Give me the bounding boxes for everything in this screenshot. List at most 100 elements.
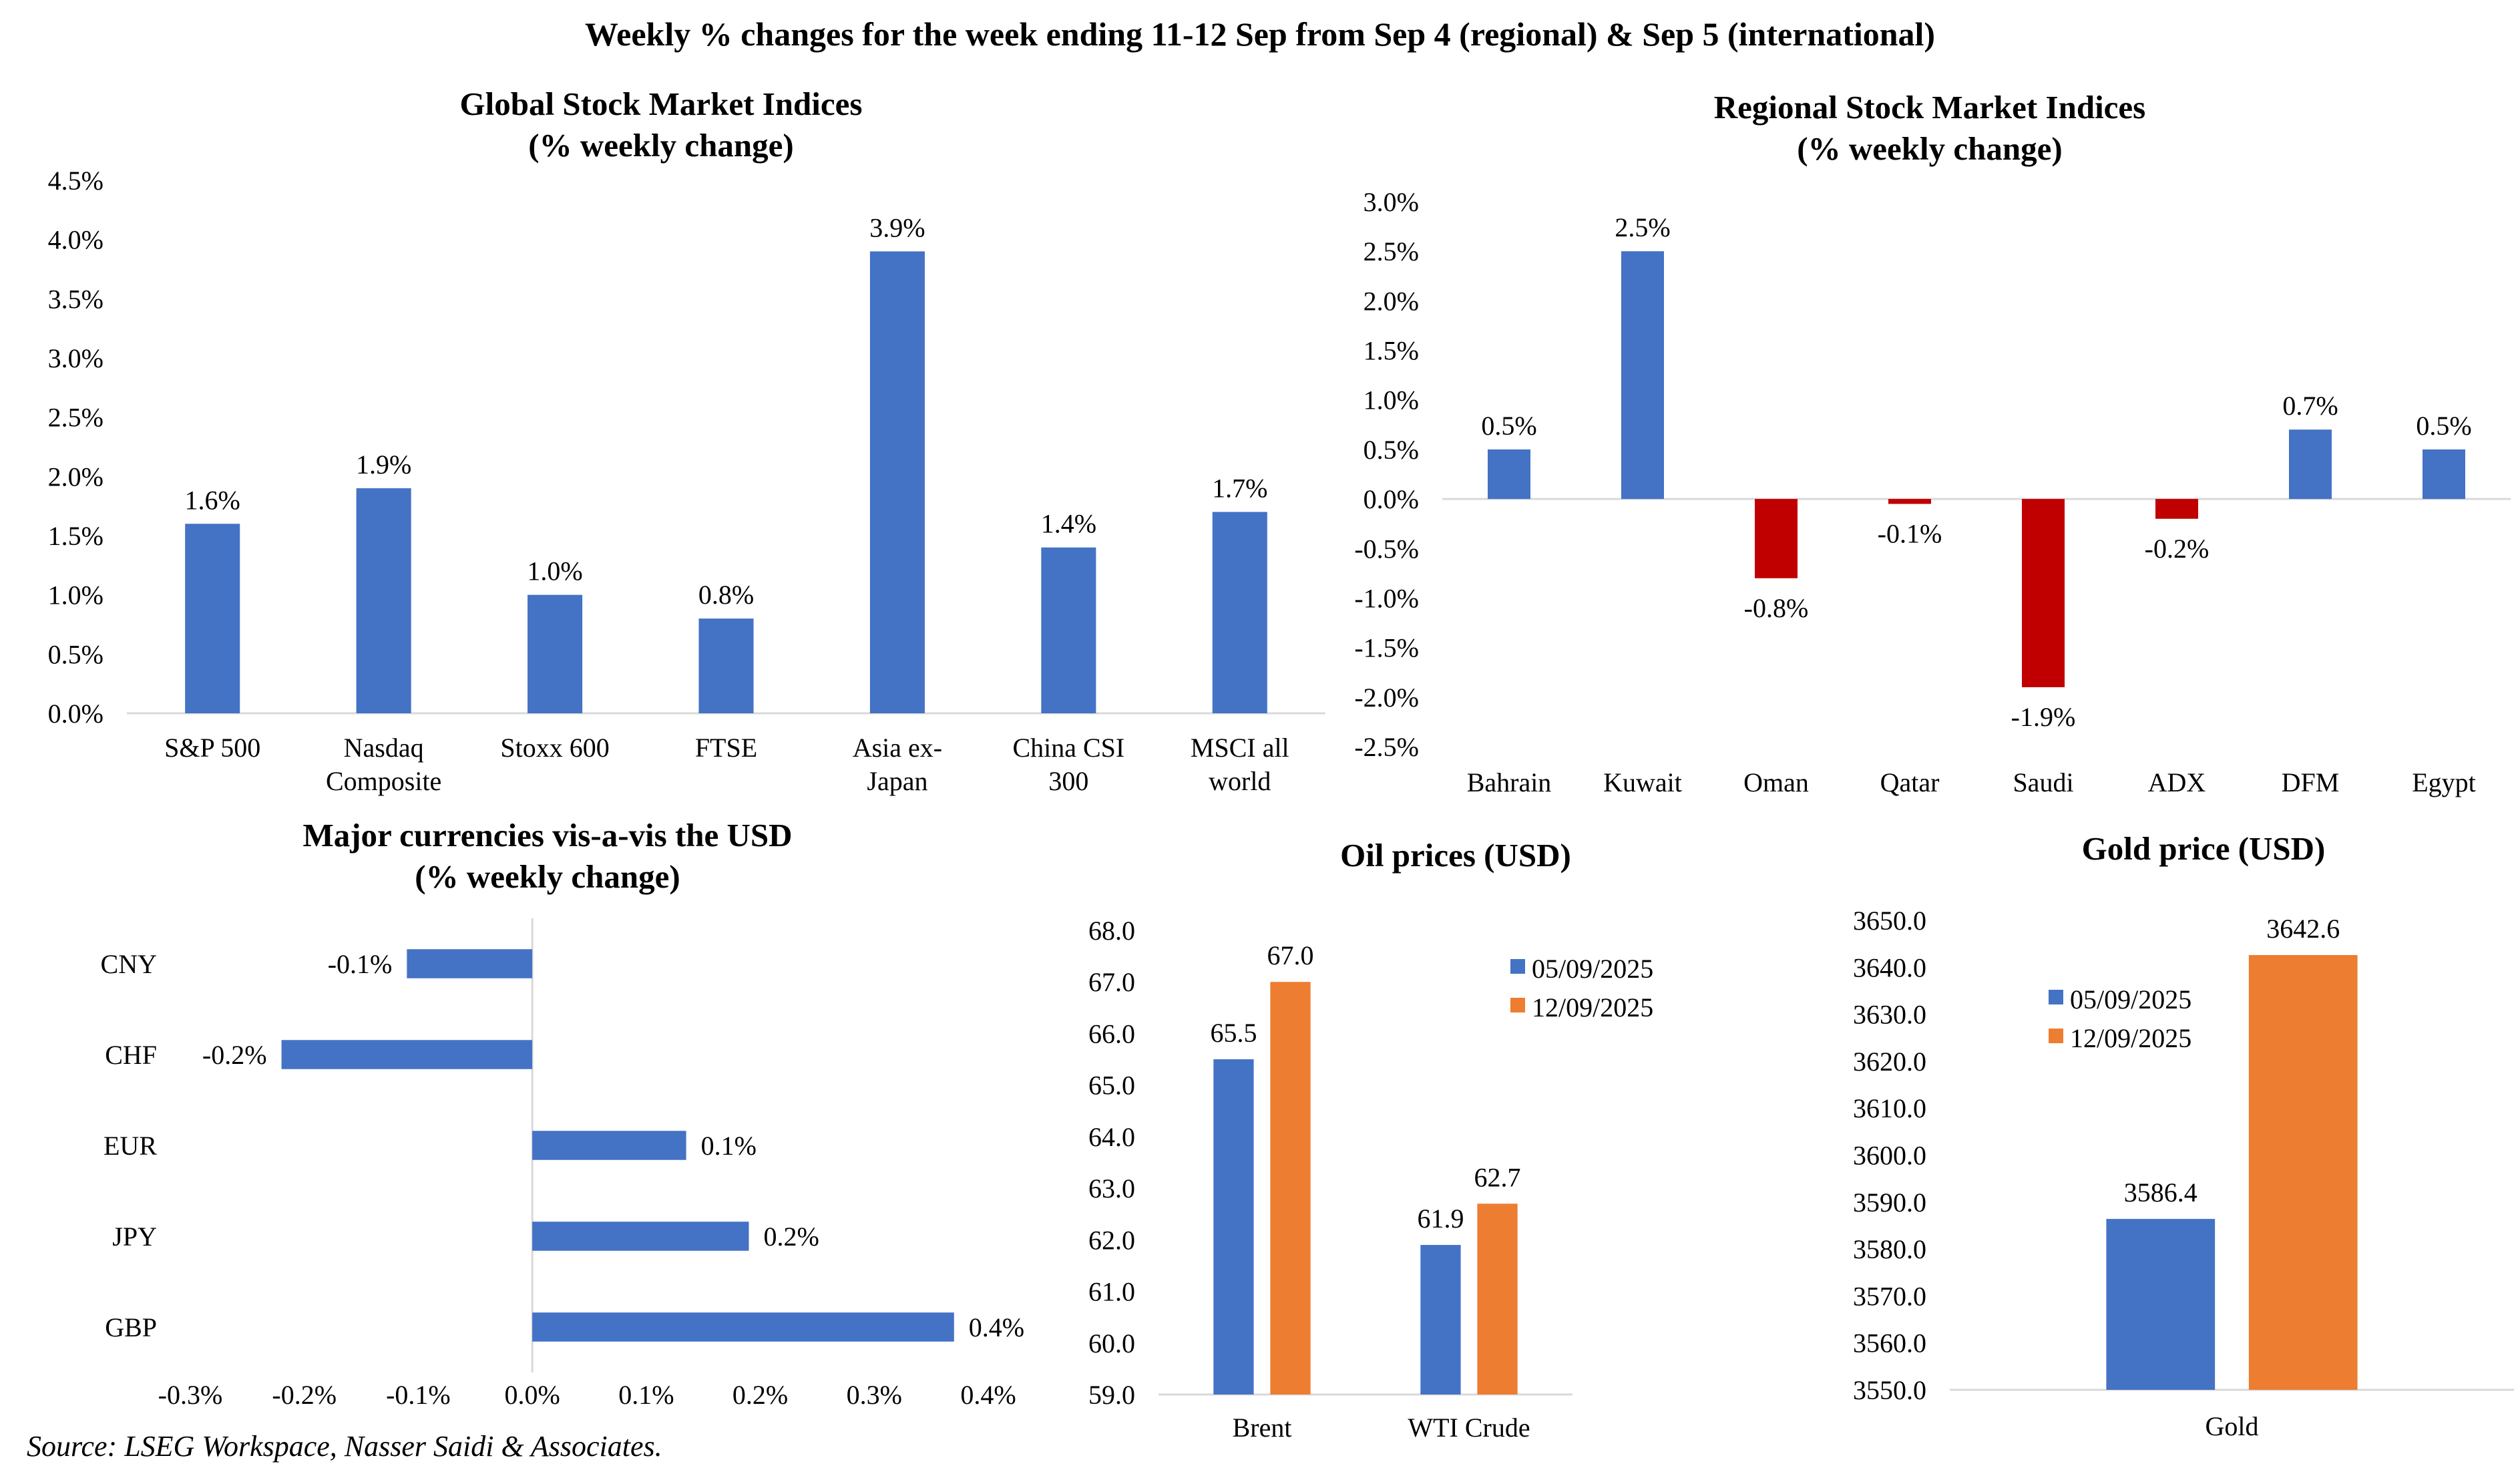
- gold-title-line-1: Gold price (USD): [2081, 830, 2326, 867]
- global-ytick-label: 2.0%: [48, 461, 103, 492]
- currencies-bar: [407, 949, 533, 978]
- global-category-label: MSCI all: [1191, 733, 1289, 763]
- currencies-bar: [281, 1040, 533, 1069]
- global-data-label: 1.6%: [185, 485, 240, 515]
- oil-bar: [1420, 1245, 1461, 1395]
- global-category-label: China CSI: [1012, 733, 1124, 763]
- global-ytick-label: 3.5%: [48, 284, 103, 314]
- gold-ytick-label: 3590.0: [1853, 1187, 1926, 1218]
- gold-ytick-label: 3570.0: [1853, 1281, 1926, 1311]
- currencies-chart-title: Major currencies vis-a-vis the USD (% we…: [114, 815, 982, 898]
- regional-category-label: Oman: [1743, 767, 1809, 797]
- regional-ytick-label: 2.5%: [1363, 236, 1419, 266]
- gold-ytick-label: 3600.0: [1853, 1141, 1926, 1171]
- global-ytick-label: 3.0%: [48, 343, 103, 373]
- gold-ytick-label: 3650.0: [1853, 906, 1926, 936]
- oil-ytick-label: 59.0: [1088, 1380, 1135, 1410]
- global-title-line-2: (% weekly change): [528, 127, 794, 164]
- currencies-category-label: JPY: [112, 1222, 157, 1252]
- oil-legend-label: 12/09/2025: [1532, 992, 1653, 1023]
- global-chart-title: Global Stock Market Indices (% weekly ch…: [160, 83, 1162, 166]
- global-ytick-label: 0.5%: [48, 639, 103, 669]
- global-data-label: 0.8%: [698, 580, 754, 610]
- regional-category-label: Egypt: [2412, 767, 2476, 797]
- currencies-xtick-label: -0.3%: [158, 1380, 223, 1410]
- regional-data-label: 0.5%: [1481, 411, 1536, 441]
- regional-bar: [1621, 251, 1664, 500]
- gold-data-label: 3586.4: [2124, 1177, 2197, 1208]
- global-ytick-label: 4.5%: [48, 166, 103, 196]
- global-category-label: Stoxx 600: [500, 733, 609, 763]
- global-bar: [869, 251, 925, 713]
- regional-bar: [2022, 499, 2065, 687]
- global-category-label: world: [1209, 766, 1271, 796]
- oil-ytick-label: 66.0: [1088, 1018, 1135, 1049]
- gold-chart-title: Gold price (USD): [1936, 828, 2471, 870]
- regional-bar: [1755, 499, 1798, 578]
- global-ytick-label: 0.0%: [48, 699, 103, 729]
- gold-ytick-label: 3620.0: [1853, 1047, 1926, 1077]
- currencies-xtick-label: -0.1%: [386, 1380, 451, 1410]
- regional-category-label: DFM: [2282, 767, 2340, 797]
- regional-data-label: 2.5%: [1615, 212, 1670, 242]
- global-category-label: S&P 500: [164, 733, 260, 763]
- currencies-title-line-1: Major currencies vis-a-vis the USD: [302, 817, 793, 854]
- oil-ytick-label: 60.0: [1088, 1328, 1135, 1358]
- oil-legend-swatch: [1510, 998, 1525, 1012]
- regional-bar: [2423, 449, 2465, 500]
- gold-ytick-label: 3550.0: [1853, 1375, 1926, 1405]
- main-title: Weekly % changes for the week ending 11-…: [584, 15, 1936, 53]
- regional-category-label: Saudi: [2013, 767, 2073, 797]
- oil-chart-title: Oil prices (USD): [1189, 835, 1723, 876]
- regional-category-label: Kuwait: [1603, 767, 1682, 797]
- regional-ytick-label: 3.0%: [1363, 187, 1419, 217]
- gold-bar: [2106, 1219, 2216, 1390]
- source-note: Source: LSEG Workspace, Nasser Saidi & A…: [27, 1430, 662, 1463]
- global-data-label: 1.9%: [356, 449, 411, 480]
- regional-bar: [1488, 449, 1530, 500]
- global-bar: [356, 488, 411, 713]
- regional-ytick-label: 0.0%: [1363, 484, 1419, 514]
- currencies-xtick-label: 0.0%: [504, 1380, 560, 1410]
- oil-ytick-label: 68.0: [1088, 916, 1135, 946]
- global-data-label: 1.0%: [527, 556, 582, 586]
- oil-ytick-label: 67.0: [1088, 967, 1135, 997]
- global-data-label: 3.9%: [869, 212, 925, 242]
- global-category-label: Japan: [867, 766, 927, 796]
- regional-data-label: 0.5%: [2416, 411, 2471, 441]
- currencies-xtick-label: -0.2%: [272, 1380, 337, 1410]
- currencies-xtick-label: 0.2%: [732, 1380, 788, 1410]
- currencies-category-label: EUR: [103, 1131, 157, 1161]
- oil-ytick-label: 62.0: [1088, 1225, 1135, 1255]
- regional-data-label: -0.1%: [1878, 519, 1942, 549]
- currencies-category-label: CNY: [101, 949, 157, 979]
- global-bar: [698, 618, 754, 713]
- gold-data-label: 3642.6: [2266, 914, 2340, 944]
- oil-ytick-label: 64.0: [1088, 1122, 1135, 1152]
- global-ytick-label: 1.0%: [48, 580, 103, 610]
- currencies-data-label: -0.1%: [328, 949, 393, 979]
- oil-bar: [1270, 982, 1311, 1395]
- regional-data-label: 0.7%: [2282, 391, 2338, 421]
- oil-ytick-label: 65.0: [1088, 1071, 1135, 1101]
- gold-legend-label: 05/09/2025: [2070, 984, 2191, 1014]
- regional-ytick-label: -2.5%: [1354, 732, 1419, 762]
- gold-legend-label: 12/09/2025: [2070, 1023, 2191, 1053]
- regional-ytick-label: -1.5%: [1354, 633, 1419, 663]
- regional-title-line-1: Regional Stock Market Indices: [1713, 89, 2146, 126]
- global-bar: [185, 524, 240, 713]
- global-data-label: 1.7%: [1212, 474, 1267, 504]
- oil-legend-swatch: [1510, 959, 1525, 974]
- oil-data-label: 67.0: [1267, 940, 1314, 970]
- gold-bar: [2248, 955, 2358, 1390]
- gold-ytick-label: 3630.0: [1853, 1000, 1926, 1030]
- global-category-label: Asia ex-: [853, 733, 942, 763]
- oil-category-label: WTI Crude: [1408, 1413, 1530, 1443]
- global-ytick-label: 4.0%: [48, 225, 103, 255]
- gold-ytick-label: 3610.0: [1853, 1093, 1926, 1123]
- global-title-line-1: Global Stock Market Indices: [459, 85, 863, 122]
- regional-ytick-label: -1.0%: [1354, 583, 1419, 613]
- gold-ytick-label: 3640.0: [1853, 952, 1926, 982]
- oil-data-label: 62.7: [1474, 1162, 1521, 1192]
- regional-ytick-label: -2.0%: [1354, 683, 1419, 713]
